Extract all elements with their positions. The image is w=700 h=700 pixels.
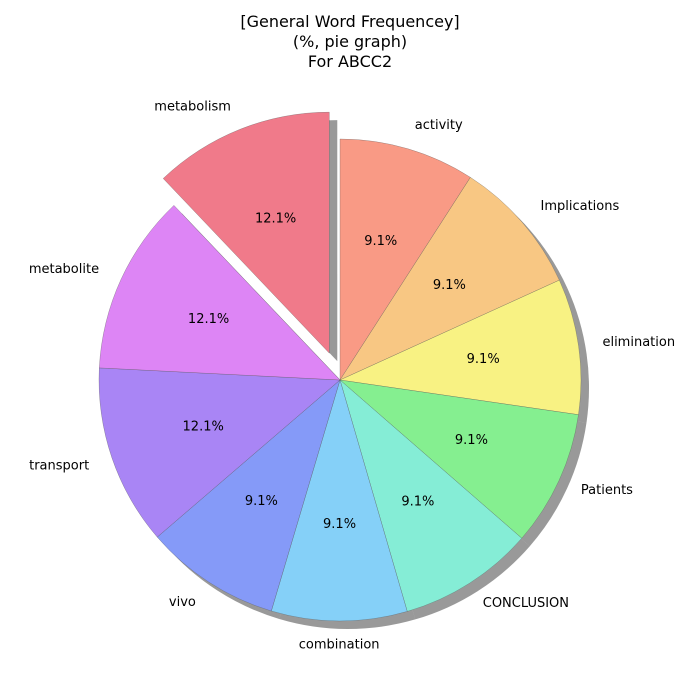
slice-pct-metabolism: 12.1%: [255, 211, 296, 226]
slice-label-elimination: elimination: [602, 335, 675, 350]
chart-title-line-3: For ABCC2: [307, 52, 393, 71]
slice-label-patients: Patients: [581, 483, 633, 498]
slice-vivo: [156, 379, 341, 612]
pie-labels: activity 9.1% Implications 9.1% elimination 9…: [29, 99, 675, 652]
slice-pct-combination: 9.1%: [323, 517, 356, 532]
slice-label-vivo: vivo: [169, 595, 196, 610]
slice-label-transport: transport: [29, 458, 89, 473]
chart-title-line-1: [General Word Frequencey]: [240, 12, 460, 31]
slice-label-combination: combination: [299, 638, 380, 653]
slice-implications: [339, 177, 560, 381]
slice-metabolism: [162, 111, 330, 354]
slice-pct-activity: 9.1%: [364, 234, 397, 249]
slice-pct-vivo: 9.1%: [245, 494, 278, 509]
slice-pct-conclusion: 9.1%: [401, 494, 434, 509]
slice-pct-patients: 9.1%: [455, 433, 488, 448]
slice-elimination: [339, 279, 582, 415]
slice-activity: [339, 138, 471, 381]
chart-title-line-2: (%, pie graph): [292, 32, 408, 51]
slice-pct-implications: 9.1%: [433, 278, 466, 293]
slice-pct-metabolite: 12.1%: [188, 312, 229, 327]
slice-metabolite: [99, 205, 341, 381]
slice-conclusion: [339, 379, 523, 612]
slice-label-implications: Implications: [540, 199, 619, 214]
slice-pct-elimination: 9.1%: [467, 352, 500, 367]
slice-label-conclusion: CONCLUSION: [483, 596, 569, 611]
slice-combination: [271, 379, 408, 622]
slice-transport: [98, 367, 341, 538]
pie-slices: [98, 111, 582, 622]
slice-pct-transport: 12.1%: [183, 419, 224, 434]
slice-label-metabolism: metabolism: [154, 99, 231, 114]
slice-label-metabolite: metabolite: [29, 262, 99, 277]
slice-label-activity: activity: [415, 118, 463, 133]
slice-patients: [339, 379, 579, 539]
